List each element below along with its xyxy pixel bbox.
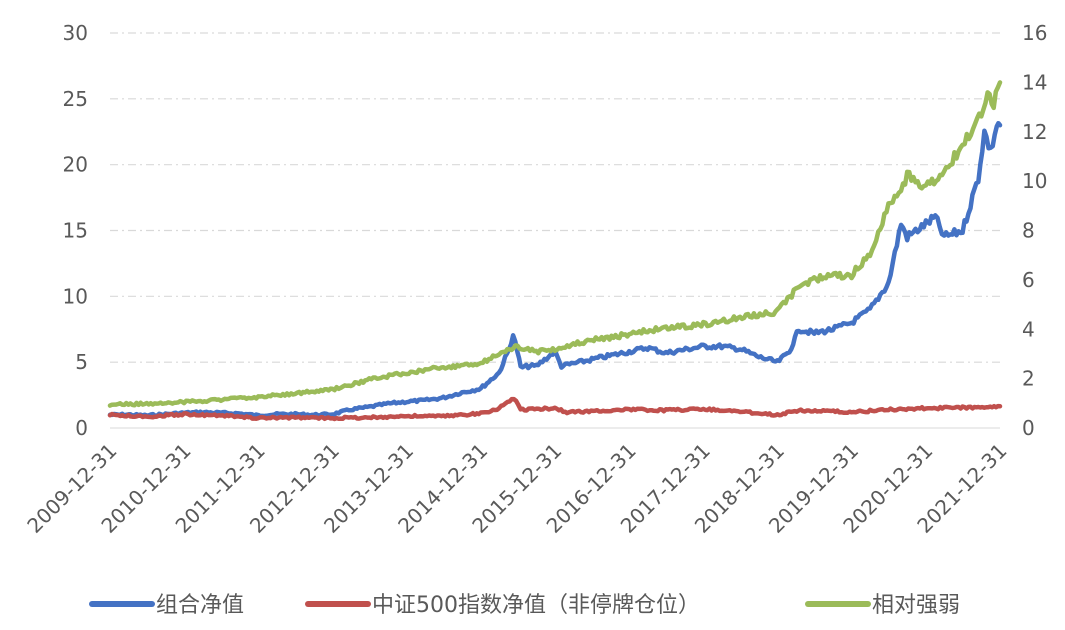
- right-axis-tick-label: 8: [1022, 219, 1035, 243]
- legend: 组合净值 中证500指数净值（非停牌仓位） 相对强弱: [89, 593, 960, 618]
- right-axis-tick-label: 12: [1022, 120, 1047, 144]
- right-axis-tick-label: 10: [1022, 169, 1047, 193]
- series-line-2: [107, 396, 1003, 422]
- right-axis-tick-label: 16: [1022, 21, 1047, 45]
- right-axis-ticks: 0 2 4 6 8 10 12 14 16: [1022, 21, 1047, 440]
- right-axis-tick-label: 2: [1022, 367, 1035, 391]
- series-line-3: [107, 80, 1003, 408]
- left-axis-tick-label: 10: [63, 284, 88, 308]
- gridlines: [110, 32, 1000, 429]
- left-axis-ticks: 0 5 10 15 20 25 30: [63, 21, 88, 440]
- left-axis-tick-label: 5: [75, 350, 88, 374]
- x-axis-ticks: 2009-12-312010-12-312011-12-312012-12-31…: [22, 439, 1011, 538]
- left-axis-tick-label: 15: [63, 219, 88, 243]
- left-axis-tick-label: 20: [63, 153, 88, 177]
- right-axis-tick-label: 6: [1022, 268, 1035, 292]
- legend-label-3: 相对强弱: [872, 593, 960, 618]
- left-axis-tick-label: 30: [63, 21, 88, 45]
- series-lines: [107, 80, 1003, 422]
- series-line-1: [107, 120, 1003, 419]
- legend-label-1: 组合净值: [156, 593, 244, 618]
- left-axis-tick-label: 25: [63, 87, 88, 111]
- right-axis-tick-label: 0: [1022, 416, 1035, 440]
- right-axis-tick-label: 14: [1022, 70, 1047, 94]
- left-axis-tick-label: 0: [75, 416, 88, 440]
- legend-label-2: 中证500指数净值（非停牌仓位）: [372, 593, 700, 618]
- right-axis-tick-label: 4: [1022, 317, 1035, 341]
